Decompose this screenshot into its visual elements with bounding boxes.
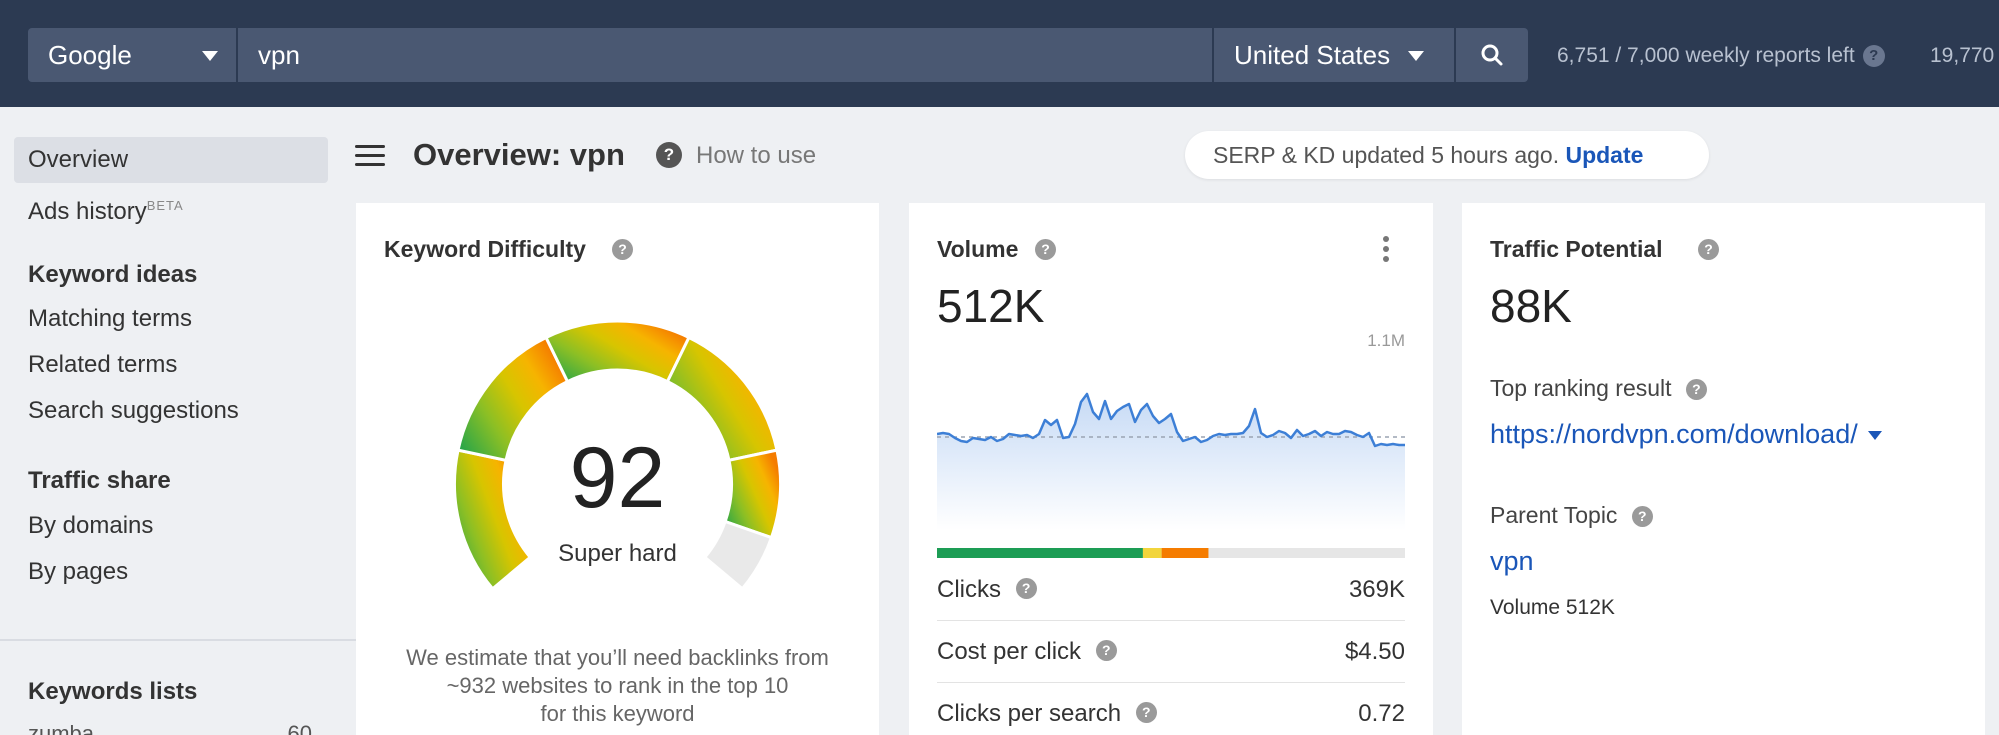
- chevron-down-icon: [1408, 51, 1424, 61]
- card-title: Traffic Potential: [1490, 236, 1663, 262]
- distribution-organic: [937, 548, 1143, 558]
- metric-row-cost-per-click: Cost per click ? $4.50: [937, 621, 1405, 683]
- kd-gauge-segment: [544, 319, 691, 384]
- reports-left-text: 6,751 / 7,000 weekly reports left: [1557, 44, 1855, 67]
- sidebar-divider: [0, 639, 356, 641]
- clicks-distribution-bar: [937, 548, 1405, 558]
- keywords-list-item[interactable]: zumba 60: [28, 721, 312, 735]
- top-ranking-label-text: Top ranking result: [1490, 375, 1672, 401]
- country-select[interactable]: United States: [1214, 28, 1454, 82]
- list-item-count: 60: [287, 721, 312, 735]
- volume-chart-line: [937, 392, 1405, 448]
- sidebar-item-by-domains[interactable]: By domains: [28, 512, 154, 539]
- sidebar-item-related-terms[interactable]: Related terms: [28, 351, 178, 378]
- kd-estimate: We estimate that you’ll need backlinks f…: [376, 644, 859, 728]
- distribution-paid: [1161, 548, 1209, 558]
- search-icon: [1481, 44, 1503, 66]
- sidebar-item-label: Ads history: [28, 198, 147, 225]
- help-icon[interactable]: ?: [1631, 506, 1653, 528]
- volume-card: Volume ? 512K 1.1M Clicks ? 369K Cost pe…: [909, 203, 1433, 735]
- kd-gauge-arcs: [453, 319, 782, 591]
- parent-topic-label: Parent Topic ?: [1490, 502, 1653, 529]
- chart-max-label: 1.1M: [1367, 331, 1405, 350]
- top-ranking-label: Top ranking result ?: [1490, 375, 1707, 402]
- kd-gauge: [453, 319, 782, 591]
- chevron-down-icon[interactable]: [1867, 431, 1882, 441]
- search-engine-select[interactable]: Google: [28, 28, 236, 82]
- parent-topic-volume: Volume 512K: [1490, 596, 1615, 619]
- metric-label: Clicks: [937, 576, 1001, 603]
- page-title: Overview: vpn: [413, 137, 625, 172]
- card-title: Volume: [937, 236, 1019, 262]
- section-heading-keyword-ideas: Keyword ideas: [28, 261, 198, 288]
- help-icon[interactable]: ?: [656, 142, 682, 168]
- sidebar-item-matching-terms[interactable]: Matching terms: [28, 305, 193, 332]
- credits-count: 19,770: [1930, 44, 1995, 67]
- traffic-potential-value: 88K: [1490, 280, 1572, 332]
- help-icon[interactable]: ?: [1698, 239, 1719, 260]
- serp-status-pill: SERP & KD updated 5 hours ago. Update: [1185, 131, 1709, 179]
- metric-value: $4.50: [1344, 638, 1405, 665]
- parent-topic-label-text: Parent Topic: [1490, 502, 1618, 528]
- search-button[interactable]: [1456, 28, 1528, 82]
- help-icon[interactable]: ?: [1135, 702, 1157, 724]
- metric-value: 369K: [1348, 576, 1405, 603]
- volume-value: 512K: [937, 280, 1045, 332]
- kd-estimate-line: for this keyword: [540, 701, 695, 726]
- volume-trend-chart: [937, 392, 1405, 530]
- help-icon[interactable]: ?: [1862, 45, 1885, 68]
- chevron-down-icon: [202, 51, 218, 61]
- search-engine-label: Google: [48, 40, 132, 70]
- help-icon[interactable]: ?: [1095, 640, 1117, 662]
- help-icon[interactable]: ?: [1015, 578, 1037, 600]
- keyword-search-input[interactable]: vpn: [238, 28, 1212, 82]
- kd-estimate-line: We estimate that you’ll need backlinks f…: [406, 645, 829, 670]
- distribution-mixed: [1142, 548, 1162, 558]
- volume-chart-area: [937, 394, 1405, 530]
- sidebar: Overview Ads historyBETA Keyword ideas M…: [0, 107, 356, 735]
- kd-score: 92: [569, 430, 666, 526]
- more-options-icon[interactable]: [1381, 236, 1391, 262]
- traffic-potential-card: Traffic Potential ? 88K Top ranking resu…: [1462, 203, 1985, 735]
- country-label: United States: [1234, 40, 1391, 70]
- list-item-name: zumba: [28, 721, 95, 735]
- beta-badge: BETA: [146, 198, 184, 213]
- metric-label: Clicks per search: [937, 700, 1122, 727]
- sidebar-item-by-pages[interactable]: By pages: [28, 558, 129, 585]
- kd-label: Super hard: [558, 540, 677, 567]
- update-link[interactable]: Update: [1565, 142, 1644, 168]
- how-to-use-link[interactable]: How to use: [696, 142, 817, 169]
- top-ranking-url-text: https://nordvpn.com/download/: [1490, 419, 1858, 449]
- top-bar: Google vpn United States 6,751 / 7,000 w…: [0, 0, 1999, 107]
- sidebar-item-overview[interactable]: Overview: [14, 137, 328, 183]
- metric-row-clicks-per-search: Clicks per search ? 0.72: [937, 683, 1405, 735]
- menu-toggle-icon[interactable]: [355, 145, 385, 167]
- sidebar-item-ads-history[interactable]: Ads historyBETA: [14, 183, 328, 229]
- reports-left: 6,751 / 7,000 weekly reports left?: [1557, 44, 1885, 68]
- help-icon[interactable]: ?: [1685, 379, 1707, 401]
- parent-topic-link[interactable]: vpn: [1490, 546, 1534, 576]
- help-icon[interactable]: ?: [612, 239, 633, 260]
- section-heading-keywords-lists: Keywords lists: [28, 678, 198, 705]
- kd-estimate-line: ~932 websites to rank in the top 10: [446, 673, 789, 698]
- help-icon[interactable]: ?: [1035, 239, 1056, 260]
- top-ranking-url[interactable]: https://nordvpn.com/download/: [1490, 419, 1882, 450]
- metric-value: 0.72: [1358, 700, 1405, 727]
- card-title: Keyword Difficulty: [384, 236, 586, 262]
- metric-row-clicks: Clicks ? 369K: [937, 559, 1405, 621]
- serp-status-text: SERP & KD updated 5 hours ago.: [1213, 142, 1560, 168]
- kd-gauge-remaining: [702, 519, 774, 591]
- keyword-difficulty-card: Keyword Difficulty ? 92 Super hard We es…: [356, 203, 879, 735]
- metric-label: Cost per click: [937, 638, 1082, 665]
- sidebar-item-search-suggestions[interactable]: Search suggestions: [28, 397, 239, 424]
- section-heading-traffic-share: Traffic share: [28, 467, 171, 494]
